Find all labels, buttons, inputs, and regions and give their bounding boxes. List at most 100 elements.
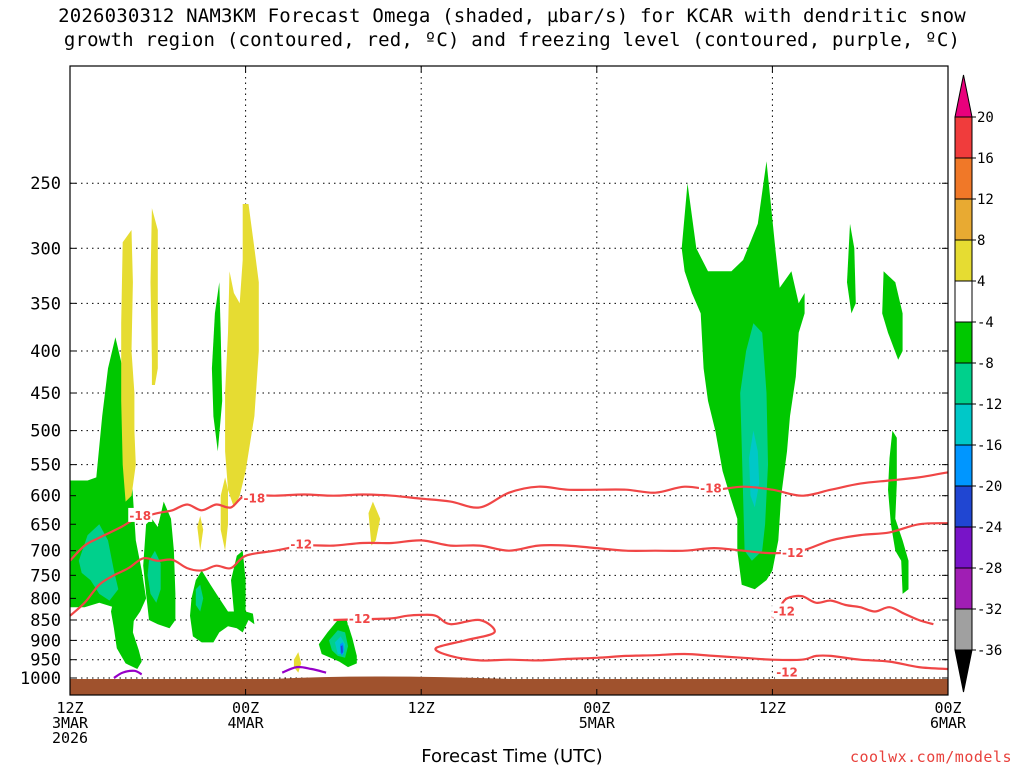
omega-shaded-region-neg-weak	[882, 271, 903, 360]
contour-label: -12	[349, 612, 371, 626]
colorbar-box	[954, 321, 973, 364]
dgz-contour-minus12-lobe	[771, 594, 934, 626]
y-tick-label: 450	[30, 384, 61, 404]
colorbar-label: 4	[977, 274, 985, 290]
y-tick-label: 750	[30, 566, 61, 586]
y-tick-label: 600	[30, 487, 61, 507]
x-tick-label: 3MAR	[52, 714, 89, 732]
x-tick-label: 00Z	[583, 699, 610, 717]
colorbar-label: 12	[977, 192, 994, 208]
x-tick-label: 00Z	[232, 699, 259, 717]
y-tick-label: 250	[30, 174, 61, 194]
colorbar-box	[954, 403, 973, 446]
y-tick-label: 850	[30, 611, 61, 631]
colorbar-label: -8	[977, 356, 994, 372]
contour-label-background	[775, 664, 800, 679]
colorbar-box	[954, 608, 973, 651]
y-tick-label: 350	[30, 294, 61, 314]
colorbar-label: -4	[977, 315, 994, 331]
x-axis-title: Forecast Time (UTC)	[421, 746, 603, 767]
omega-shaded-region-pos-weak	[293, 652, 302, 673]
website-credit: coolwx.com/models	[849, 748, 1012, 766]
omega-shaded-region-pos-weak	[220, 477, 228, 551]
y-tick-label: 700	[30, 542, 61, 562]
omega-shaded-region-neg-weak	[847, 223, 856, 314]
chart-title: 2026030312 NAM3KM Forecast Omega (shaded…	[0, 4, 1024, 52]
freezing-level-contour	[113, 669, 143, 679]
x-tick-label: 12Z	[56, 699, 83, 717]
dgz-contour-minus12-lower	[333, 613, 949, 671]
contour-label-background	[772, 603, 797, 618]
x-tick-label: 12Z	[759, 699, 786, 717]
colorbar-label: -32	[977, 602, 1002, 618]
omega-shaded-region-pos-weak	[368, 501, 381, 546]
contour-label-background	[780, 545, 805, 560]
omega-shaded-region-neg-weak	[211, 282, 223, 452]
contour-label-background	[289, 536, 314, 551]
colorbar-label: 20	[977, 110, 994, 126]
omega-shaded-region-neg-extreme	[340, 645, 343, 654]
omega-shaded-region-pos-weak	[150, 208, 158, 385]
omega-shaded-region-neg-weak	[190, 550, 255, 643]
colorbar-box	[954, 362, 973, 405]
y-tick-label: 950	[30, 651, 61, 671]
plot-area: -18 -18 -18 -12 -12 -12 -12 -12	[69, 66, 949, 695]
colorbar-box	[954, 485, 973, 528]
colorbar-box	[954, 567, 973, 610]
colorbar-box	[954, 444, 973, 487]
colorbar-box	[954, 526, 973, 569]
colorbar-box	[954, 280, 973, 323]
y-tick-label: 900	[30, 631, 61, 651]
colorbar-box	[954, 116, 973, 159]
omega-shaded-region-neg-weak	[888, 430, 909, 594]
omega-shaded-region-neg-mod	[147, 550, 161, 603]
x-tick-label: 12Z	[408, 699, 435, 717]
y-tick-label: 1000	[20, 669, 61, 689]
contour-label: -12	[782, 546, 804, 560]
x-tick-label: 2026	[52, 729, 88, 747]
y-tick-label: 400	[30, 342, 61, 362]
colorbar-box	[954, 198, 973, 241]
terrain-bump	[274, 676, 509, 679]
omega-shaded-region-pos-weak	[197, 515, 204, 551]
x-tick-label: 6MAR	[930, 714, 967, 732]
contour-label: -18	[700, 481, 722, 495]
y-tick-label: 550	[30, 456, 61, 476]
colorbar-label: 16	[977, 151, 994, 167]
contour-label: -18	[244, 492, 266, 506]
omega-shaded-region-neg-weak	[111, 587, 142, 669]
y-tick-label: 500	[30, 422, 61, 442]
colorbar-box	[954, 157, 973, 200]
y-tick-label: 650	[30, 515, 61, 535]
colorbar-box	[954, 239, 973, 282]
omega-shaded-region-neg-mod	[195, 584, 204, 612]
terrain-below-surface	[70, 679, 948, 695]
colorbar-label: -12	[977, 397, 1002, 413]
colorbar-label: -36	[977, 643, 1002, 659]
contour-label: -12	[776, 666, 798, 680]
contour-label-background	[242, 490, 267, 505]
colorbar-label: -20	[977, 479, 1002, 495]
chart-title-line-1: 2026030312 NAM3KM Forecast Omega (shaded…	[58, 5, 966, 27]
y-tick-label: 800	[30, 589, 61, 609]
colorbar-label: -24	[977, 520, 1002, 536]
y-tick-label: 300	[30, 239, 61, 259]
colorbar-top-arrow	[954, 74, 973, 118]
contour-label-background	[347, 611, 372, 626]
dgz-contour-minus12	[69, 522, 949, 617]
chart-title-line-2: growth region (contoured, red, ºC) and f…	[63, 29, 961, 51]
contour-label: -12	[290, 538, 312, 552]
omega-shaded-region-pos-weak	[121, 230, 136, 502]
freezing-level-contour	[281, 665, 327, 674]
dgz-contour-minus18	[69, 471, 949, 562]
x-tick-label: 5MAR	[579, 714, 616, 732]
contour-label-background	[698, 480, 723, 495]
colorbar-label: -28	[977, 561, 1002, 577]
contour-label-background	[128, 507, 153, 522]
x-tick-label: 4MAR	[228, 714, 265, 732]
contour-label: -12	[773, 605, 795, 619]
colorbar-label: -16	[977, 438, 1002, 454]
contour-label: -18	[129, 509, 151, 523]
x-tick-label: 00Z	[934, 699, 961, 717]
